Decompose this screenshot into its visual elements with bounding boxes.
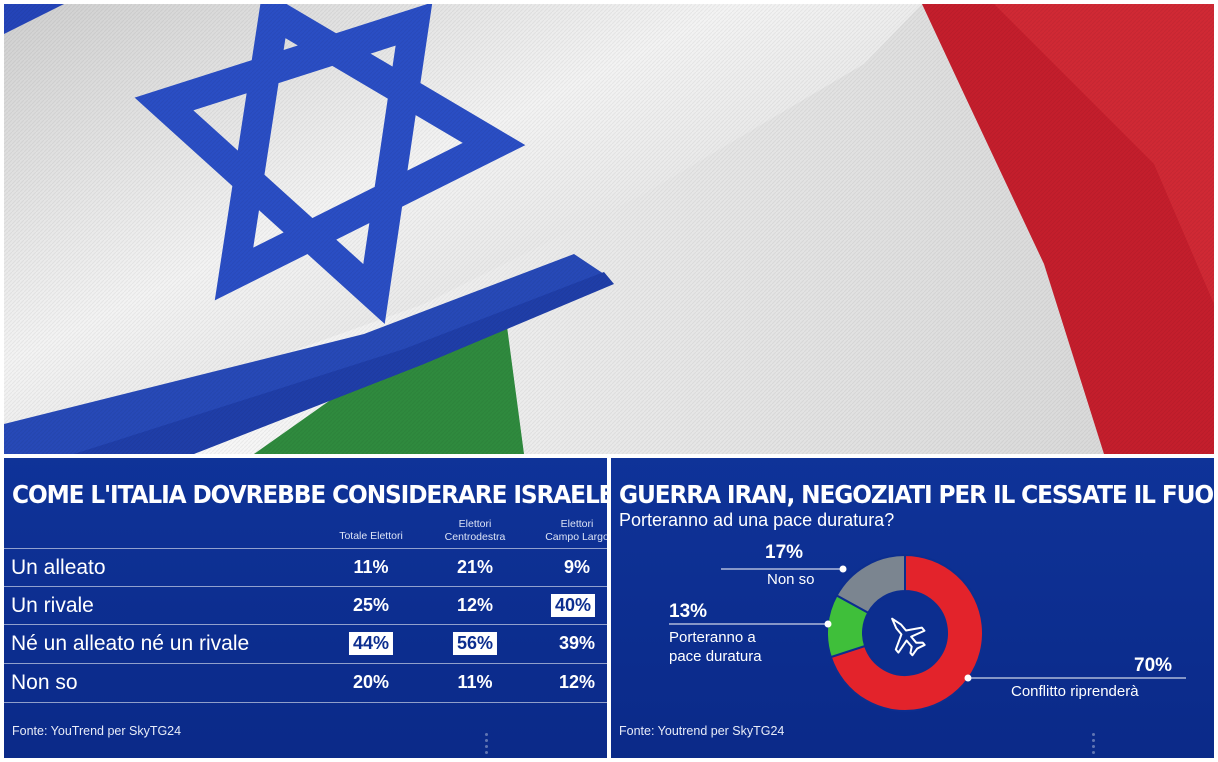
dots-decoration [485, 730, 489, 757]
fighter-jet-icon [891, 617, 926, 657]
value-cell: 39% [558, 633, 596, 653]
right-source: Fonte: Youtrend per SkyTG24 [619, 724, 785, 738]
col-header-campo-largo: Elettori Campo Largo [545, 518, 607, 543]
label-pace-line2: pace duratura [669, 648, 762, 665]
table-row: Un rivale 25% 12% 40% [4, 586, 607, 625]
israel-italy-flags-icon [4, 4, 1214, 454]
value-cell: 25% [352, 595, 390, 615]
israel-poll-panel: COME L'ITALIA DOVREBBE CONSIDERARE ISRAE… [4, 458, 607, 758]
row-label: Un rivale [11, 594, 94, 617]
iran-poll-panel: GUERRA IRAN, NEGOZIATI PER IL CESSATE IL… [611, 458, 1214, 758]
row-label: Un alleato [11, 556, 106, 579]
donut-slice-nonso [835, 553, 906, 615]
label-nonso: Non so [767, 571, 815, 588]
table-row: Non so 20% 11% 12% [4, 663, 607, 703]
donut-slice-conflitto [829, 553, 984, 712]
label-nonso-pct: 17% [765, 542, 804, 563]
value-cell: 21% [456, 557, 494, 577]
value-cell: 11% [353, 557, 389, 577]
leader-dot-conflitto [964, 674, 972, 682]
row-label: Non so [11, 671, 78, 694]
value-cell: 11% [457, 672, 493, 692]
value-cell-highlighted: 56% [452, 632, 498, 655]
value-cell: 12% [456, 595, 494, 615]
col-header-centrodestra: Elettori Centrodestra [444, 518, 506, 543]
row-label: Né un alleato né un rivale [11, 632, 250, 655]
value-cell: 9% [563, 557, 591, 577]
value-cell-highlighted: 40% [550, 594, 596, 617]
right-subtitle: Porteranno ad una pace duratura? [619, 510, 895, 530]
donut-chart [669, 553, 1186, 712]
table-row: Un alleato 11% 21% 9% [4, 548, 607, 587]
label-pace-line1: Porteranno a [669, 629, 756, 646]
label-pace-pct: 13% [669, 601, 708, 622]
table-row: Né un alleato né un rivale 44% 56% 39% [4, 624, 607, 663]
donut-hole [864, 592, 946, 674]
label-conflitto-pct: 70% [1134, 655, 1173, 676]
left-source: Fonte: YouTrend per SkyTG24 [12, 724, 182, 738]
label-conflitto: Conflitto riprenderà [1011, 683, 1139, 700]
dots-decoration [1092, 730, 1096, 757]
leader-dot-pace [824, 620, 832, 628]
value-cell-highlighted: 44% [348, 632, 394, 655]
right-title: GUERRA IRAN, NEGOZIATI PER IL CESSATE IL… [619, 480, 1214, 509]
value-cell: 20% [352, 672, 390, 692]
left-title: COME L'ITALIA DOVREBBE CONSIDERARE ISRAE… [12, 480, 607, 509]
leader-dot-nonso [839, 565, 847, 573]
value-cell: 12% [558, 672, 596, 692]
flags-photo [4, 4, 1214, 454]
col-header-totale: Totale Elettori [339, 530, 403, 542]
